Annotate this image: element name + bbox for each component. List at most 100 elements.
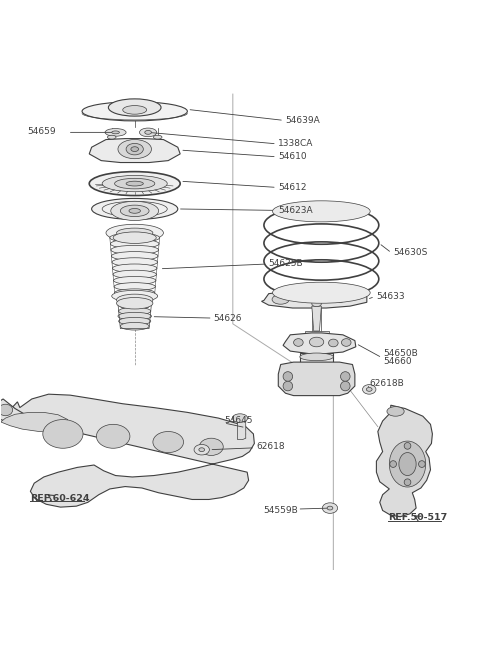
Text: 1338CA: 1338CA <box>278 140 313 148</box>
Text: 54612: 54612 <box>278 183 307 192</box>
Polygon shape <box>312 306 322 331</box>
Text: 54633: 54633 <box>376 292 405 301</box>
Ellipse shape <box>341 339 351 346</box>
Text: 54639A: 54639A <box>286 116 320 125</box>
Text: 54630S: 54630S <box>393 248 428 258</box>
Polygon shape <box>376 405 432 517</box>
Ellipse shape <box>123 105 147 114</box>
Text: 62618B: 62618B <box>369 379 404 388</box>
Ellipse shape <box>328 339 338 347</box>
Ellipse shape <box>117 297 153 309</box>
Text: 54660: 54660 <box>384 357 412 366</box>
Ellipse shape <box>323 503 337 513</box>
Ellipse shape <box>283 381 293 391</box>
Ellipse shape <box>140 128 157 136</box>
Ellipse shape <box>89 171 180 195</box>
Ellipse shape <box>126 144 144 155</box>
Text: 54645: 54645 <box>225 416 253 426</box>
Text: 54559B: 54559B <box>263 506 298 516</box>
Polygon shape <box>305 331 328 353</box>
Ellipse shape <box>419 461 425 467</box>
Ellipse shape <box>111 201 158 220</box>
Ellipse shape <box>120 205 149 216</box>
Ellipse shape <box>92 199 178 220</box>
Ellipse shape <box>0 404 12 416</box>
Ellipse shape <box>120 322 149 330</box>
Ellipse shape <box>106 224 163 242</box>
Polygon shape <box>0 399 25 423</box>
Ellipse shape <box>366 387 372 391</box>
Ellipse shape <box>115 289 155 297</box>
Ellipse shape <box>105 128 126 136</box>
Polygon shape <box>278 362 355 396</box>
Ellipse shape <box>199 448 204 451</box>
Ellipse shape <box>113 232 156 244</box>
Ellipse shape <box>119 307 151 315</box>
Ellipse shape <box>129 209 141 213</box>
Ellipse shape <box>387 406 404 416</box>
Ellipse shape <box>112 131 120 134</box>
Ellipse shape <box>108 135 116 139</box>
Ellipse shape <box>194 444 209 455</box>
Ellipse shape <box>294 339 303 346</box>
Ellipse shape <box>82 102 187 121</box>
Text: 54626: 54626 <box>214 314 242 322</box>
Ellipse shape <box>310 337 324 347</box>
Ellipse shape <box>283 371 293 381</box>
Ellipse shape <box>119 317 151 325</box>
Text: 54659: 54659 <box>27 127 56 136</box>
Polygon shape <box>11 394 254 507</box>
Ellipse shape <box>273 282 370 303</box>
Ellipse shape <box>390 461 396 467</box>
Ellipse shape <box>102 175 167 192</box>
Ellipse shape <box>110 233 159 242</box>
Text: REF.60-624: REF.60-624 <box>30 494 90 503</box>
Ellipse shape <box>111 252 158 260</box>
Ellipse shape <box>112 258 157 267</box>
Ellipse shape <box>118 312 152 320</box>
Ellipse shape <box>114 283 156 291</box>
Ellipse shape <box>336 295 345 303</box>
Ellipse shape <box>117 228 153 238</box>
Ellipse shape <box>327 506 333 510</box>
Ellipse shape <box>117 294 153 306</box>
Ellipse shape <box>96 424 130 448</box>
Ellipse shape <box>131 147 139 152</box>
Polygon shape <box>294 353 339 391</box>
Polygon shape <box>262 291 367 308</box>
Ellipse shape <box>43 420 83 448</box>
Ellipse shape <box>108 99 161 116</box>
Ellipse shape <box>115 178 155 189</box>
Polygon shape <box>89 138 180 163</box>
Ellipse shape <box>399 453 416 475</box>
Ellipse shape <box>114 277 156 285</box>
Ellipse shape <box>340 371 350 381</box>
Ellipse shape <box>110 239 159 248</box>
Polygon shape <box>0 412 68 432</box>
Ellipse shape <box>112 291 157 302</box>
Ellipse shape <box>404 442 411 449</box>
Ellipse shape <box>126 181 144 186</box>
Ellipse shape <box>153 432 183 453</box>
Ellipse shape <box>112 264 157 273</box>
Ellipse shape <box>118 140 152 159</box>
Ellipse shape <box>232 414 248 422</box>
Ellipse shape <box>404 479 411 486</box>
Ellipse shape <box>273 201 370 222</box>
Text: REF.50-517: REF.50-517 <box>388 513 448 522</box>
Ellipse shape <box>120 303 149 310</box>
Ellipse shape <box>300 353 333 361</box>
Polygon shape <box>238 420 246 440</box>
Ellipse shape <box>154 135 162 139</box>
Ellipse shape <box>389 441 426 487</box>
Polygon shape <box>283 333 356 354</box>
Ellipse shape <box>312 301 322 307</box>
Ellipse shape <box>199 438 223 455</box>
Ellipse shape <box>272 295 289 305</box>
Text: 54650B: 54650B <box>384 350 419 359</box>
Ellipse shape <box>111 246 158 254</box>
Ellipse shape <box>113 270 156 279</box>
Text: 54623A: 54623A <box>278 206 313 215</box>
Ellipse shape <box>145 130 152 134</box>
Text: 54610: 54610 <box>278 152 307 162</box>
